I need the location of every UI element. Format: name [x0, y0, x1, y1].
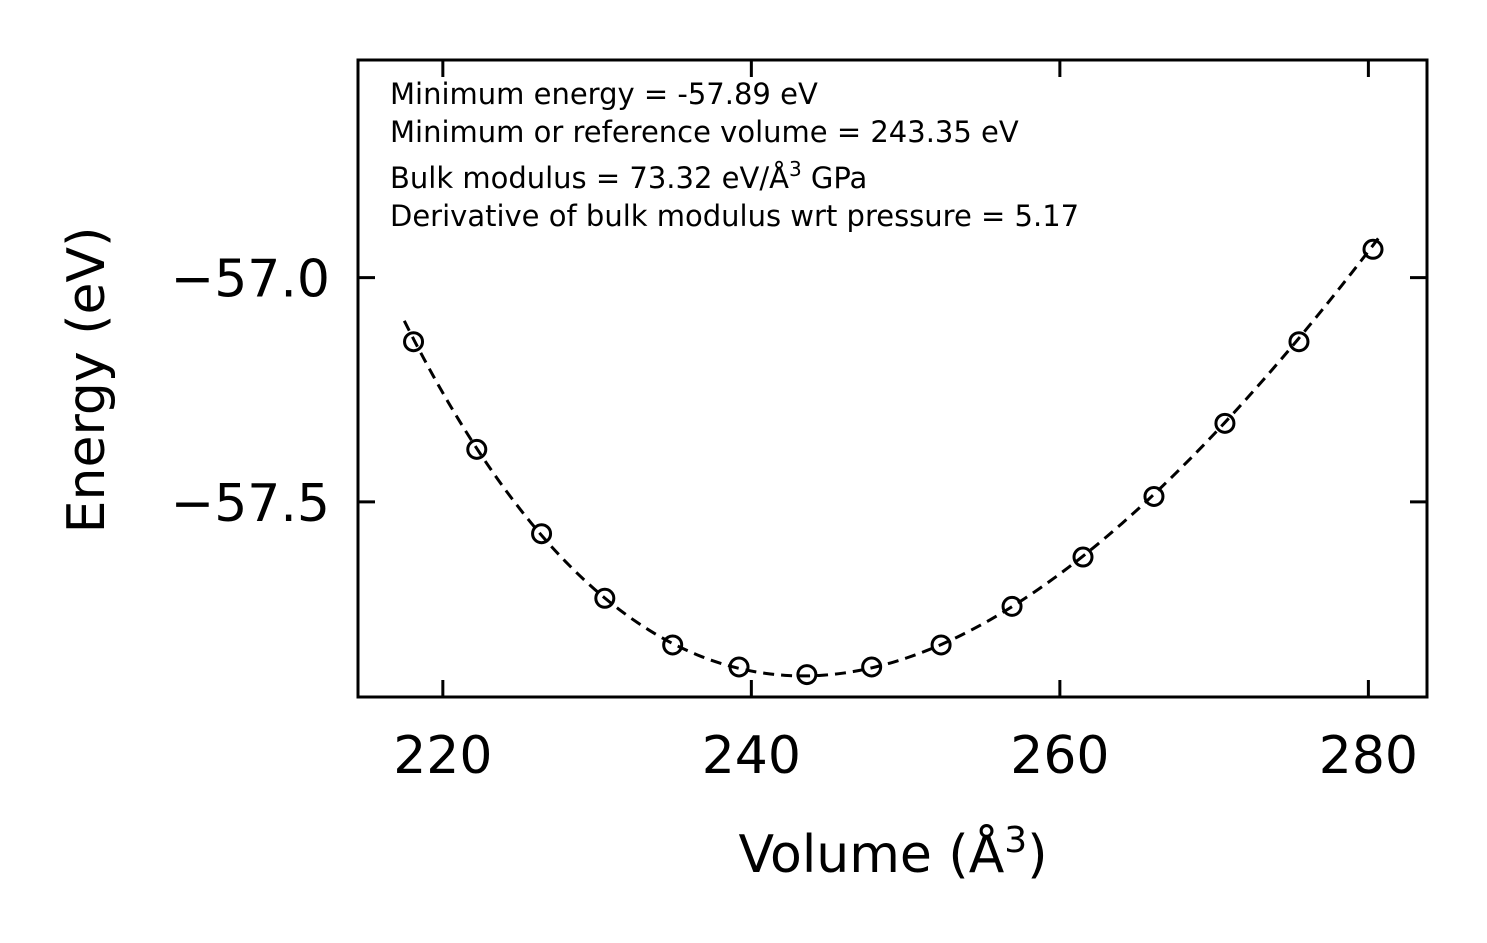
x-axis-label-tail: ) [1027, 825, 1047, 885]
y-axis-label: Energy (eV) [57, 227, 117, 534]
y-tick-label: −57.0 [171, 250, 330, 310]
annotation-bulk-modulus-derivative: Derivative of bulk modulus wrt pressure … [390, 199, 1079, 233]
data-point [1001, 595, 1023, 617]
data-point [1214, 412, 1236, 434]
data-point [728, 656, 750, 678]
x-tick-label: 240 [702, 726, 801, 786]
data-point [861, 656, 883, 678]
x-axis-ticks: 220 240 260 280 [393, 60, 1418, 786]
x-tick-label: 280 [1319, 726, 1418, 786]
annotation-bulk-modulus: Bulk modulus = 73.32 eV/Å3 GPa [390, 157, 867, 195]
x-axis-label-sup: 3 [1004, 820, 1027, 861]
data-point [1288, 331, 1310, 353]
y-axis-ticks: −57.0 −57.5 [171, 250, 1427, 534]
data-point [1362, 238, 1384, 260]
data-point [594, 587, 616, 609]
annotation-min-energy: Minimum energy = -57.89 eV [390, 77, 818, 111]
x-axis-label-text: Volume (Å [739, 823, 1005, 885]
data-point [1143, 485, 1165, 507]
plot-frame [356, 58, 1429, 699]
y-tick-label: −57.5 [171, 474, 330, 534]
data-point [930, 634, 952, 656]
data-point [531, 523, 553, 545]
annotation-min-volume: Minimum or reference volume = 243.35 eV [390, 115, 1019, 149]
data-point [662, 634, 684, 656]
annotation-block: Minimum energy = -57.89 eV Minimum or re… [390, 77, 1079, 233]
data-point [403, 331, 425, 353]
annotation-bulk-modulus-sup: 3 [789, 157, 802, 181]
data-points [403, 238, 1384, 686]
annotation-bulk-modulus-unit: GPa [802, 161, 868, 195]
data-point [796, 664, 818, 686]
x-axis-label: Volume (Å3) [739, 820, 1048, 885]
data-point [1072, 546, 1094, 568]
fit-curve [402, 234, 1382, 678]
x-tick-label: 260 [1010, 726, 1109, 786]
data-point [466, 438, 488, 460]
x-tick-label: 220 [393, 726, 492, 786]
annotation-bulk-modulus-text: Bulk modulus = 73.32 eV/Å [390, 161, 789, 195]
